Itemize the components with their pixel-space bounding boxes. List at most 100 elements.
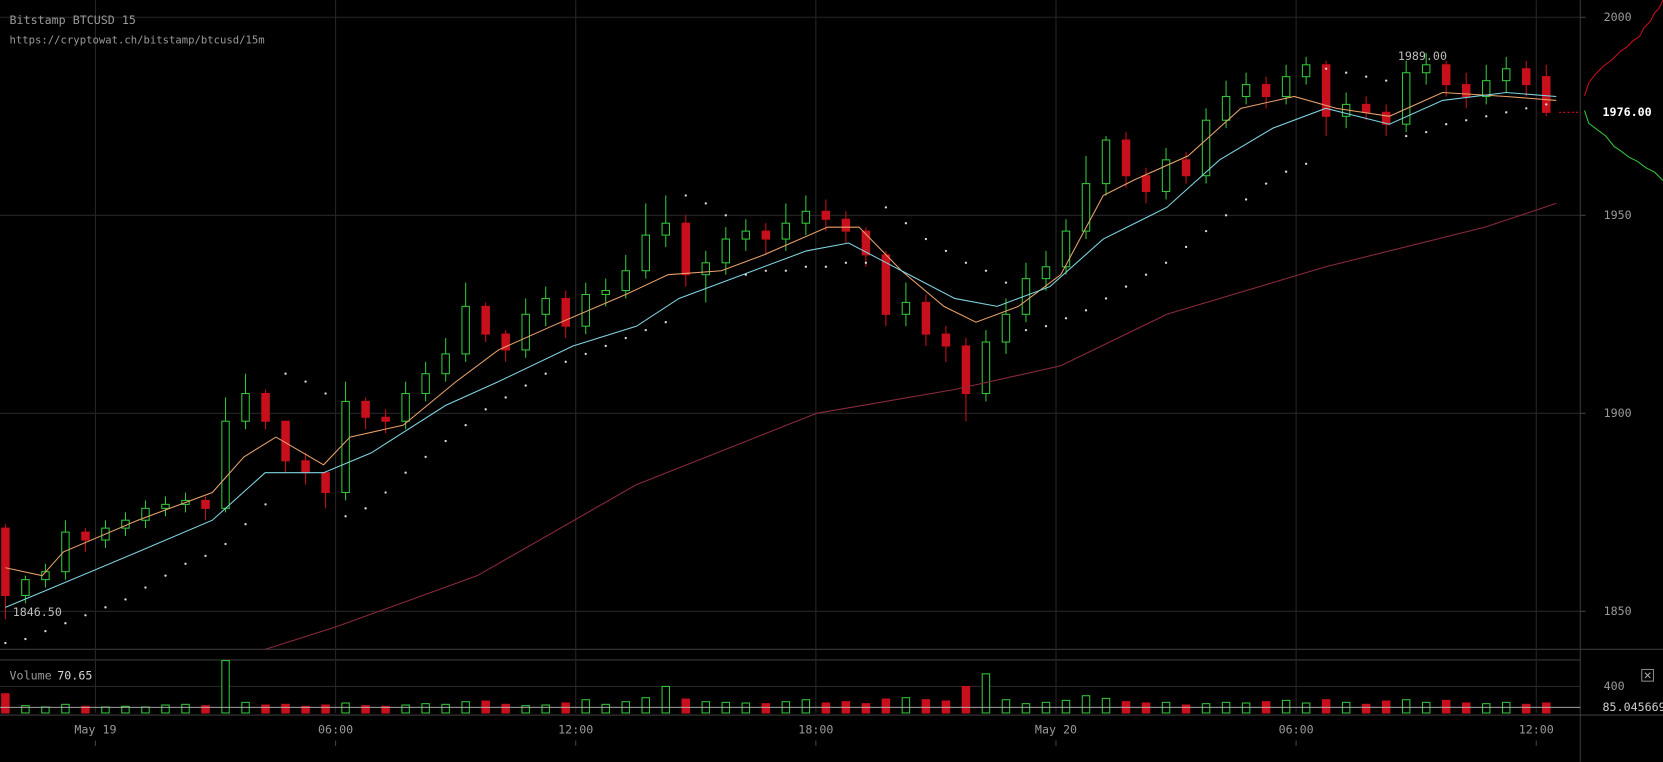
candle-body [401, 392, 410, 422]
volume-bar [981, 673, 991, 714]
candle-body [61, 531, 70, 573]
candle-body [1301, 64, 1311, 78]
sar-dot [804, 265, 808, 268]
sar-dot [684, 194, 687, 197]
sar-dot [664, 321, 667, 324]
sar-dot [844, 261, 848, 264]
candle-body [921, 301, 931, 335]
candle-body [1261, 84, 1271, 98]
source-url: https://cryptowat.ch/bitstamp/btcusd/15m [10, 35, 265, 47]
sar-dot [724, 214, 727, 217]
sar-dot [1004, 281, 1008, 284]
candle-body [1421, 64, 1431, 74]
candle-body [641, 234, 650, 272]
sar-dot [1344, 71, 1348, 74]
candle-body [1181, 159, 1191, 177]
candle-body [1221, 95, 1231, 121]
volume-bar [1301, 702, 1311, 714]
volume-bar [1321, 699, 1331, 714]
candle-body [1001, 313, 1011, 343]
sar-dot [584, 352, 587, 356]
sar-dot [204, 554, 207, 558]
sar-dot [304, 380, 307, 383]
candle-body [141, 507, 150, 521]
sar-dot [924, 237, 928, 241]
sar-dot [1184, 245, 1188, 249]
volume-bar [1481, 703, 1491, 714]
sar-dot [224, 542, 227, 546]
depth-asks [1584, 0, 1663, 96]
sar-dot [1144, 273, 1148, 276]
sar-dot [1024, 328, 1028, 332]
volume-bar [741, 702, 751, 714]
candle-body [361, 400, 370, 418]
candle-body [1201, 119, 1211, 177]
volume-bar [101, 706, 110, 714]
volume-bar [281, 703, 290, 714]
sar-dot [864, 261, 868, 264]
volume-bar [1061, 699, 1071, 714]
candle-body [321, 472, 330, 494]
sar-dot [564, 360, 567, 363]
volume-bar [401, 704, 410, 714]
x-tick-label: 12:00 [558, 722, 593, 736]
candle-body [1501, 68, 1511, 82]
price-annotation: 1846.50 [13, 605, 62, 619]
candle-body [1441, 64, 1451, 86]
volume-bar [121, 705, 130, 714]
volume-bar [581, 699, 590, 714]
sar-dot [1264, 182, 1268, 185]
volume-bar [881, 698, 891, 714]
chart-title: Bitstamp BTCUSD 15 [10, 13, 136, 27]
volume-bar [1101, 697, 1111, 714]
candle-body [661, 222, 671, 236]
volume-bar [181, 703, 190, 714]
volume-bar [321, 704, 330, 714]
sar-dot [1505, 111, 1508, 114]
close-box[interactable] [1641, 668, 1654, 682]
candle-body [781, 222, 791, 240]
candle-body [21, 579, 30, 596]
volume-bar [1542, 702, 1551, 714]
sar-dot [1364, 75, 1368, 78]
volume-bar [441, 703, 450, 714]
candle-body [1281, 76, 1291, 98]
candle-body [901, 301, 911, 315]
sar-dot [84, 614, 87, 617]
volume-bar [1241, 702, 1251, 714]
close-button[interactable] [1641, 668, 1654, 682]
volume-bar [1281, 699, 1291, 714]
y-tick-label: 1950 [1604, 208, 1632, 222]
candle-body [501, 333, 510, 351]
candle-body [301, 460, 310, 474]
y-tick-label: 2000 [1604, 10, 1632, 24]
indicator-line [5, 91, 1557, 608]
sar-dot [604, 344, 607, 348]
sar-dot [544, 372, 547, 375]
volume-bar [381, 705, 390, 714]
volume-bar [541, 704, 550, 714]
candle-body [521, 313, 530, 351]
volume-bar [81, 705, 90, 714]
candle-body [1401, 72, 1411, 125]
candle-body [601, 290, 610, 296]
x-tick-label: 12:00 [1519, 722, 1554, 736]
volume-bar [521, 705, 530, 714]
sar-dot [1204, 229, 1208, 233]
sar-dot [704, 202, 707, 205]
candle-body [1041, 266, 1051, 280]
sar-dot [824, 265, 828, 268]
sar-dot [944, 249, 948, 253]
close-icon[interactable] [1644, 672, 1651, 679]
sar-dot [1104, 297, 1108, 300]
grid [0, 0, 1586, 746]
volume-bar [601, 703, 610, 714]
candle-body [381, 416, 390, 422]
candle-body [681, 222, 691, 276]
sar-dot [964, 261, 968, 264]
sar-dot [624, 336, 627, 340]
volume-bar [361, 705, 370, 714]
candle-body [261, 392, 270, 422]
y-tick-label: 1900 [1604, 406, 1632, 420]
